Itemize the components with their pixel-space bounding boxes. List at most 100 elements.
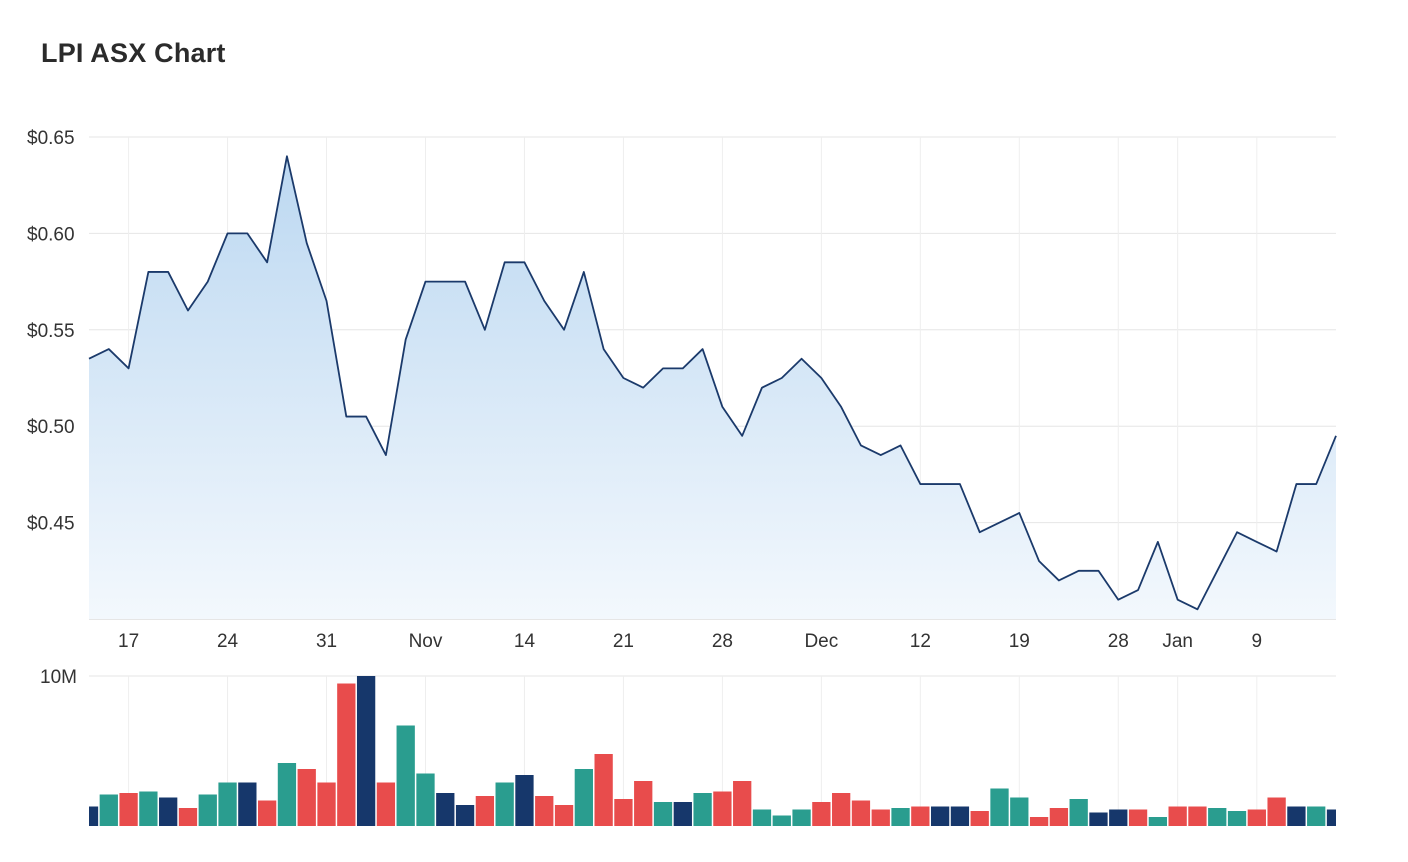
price-point bbox=[581, 269, 587, 275]
volume-bar bbox=[89, 806, 99, 826]
price-tick-label: $0.50 bbox=[27, 417, 75, 438]
volume-bar bbox=[455, 805, 475, 826]
price-axis-labels: $0.65 $0.60 $0.55 $0.50 $0.45 bbox=[27, 128, 75, 535]
volume-bar bbox=[673, 802, 692, 826]
price-point bbox=[383, 452, 389, 458]
volume-bar bbox=[990, 788, 1009, 826]
price-point bbox=[324, 298, 330, 304]
volume-bar bbox=[376, 782, 396, 826]
price-point bbox=[1036, 558, 1042, 564]
volume-bar bbox=[1049, 808, 1069, 826]
volume-bar bbox=[436, 793, 455, 826]
price-area-fill bbox=[89, 156, 1336, 619]
volume-bar bbox=[693, 793, 712, 826]
volume-bar bbox=[495, 782, 514, 826]
price-point bbox=[284, 153, 290, 159]
price-point bbox=[225, 230, 231, 236]
price-point bbox=[403, 336, 409, 342]
volume-bar bbox=[713, 791, 732, 826]
date-tick-label: 12 bbox=[910, 631, 931, 652]
volume-bar bbox=[99, 794, 118, 826]
price-point bbox=[442, 279, 448, 285]
price-point bbox=[759, 385, 765, 391]
date-tick-label: Dec bbox=[804, 631, 838, 652]
volume-bar bbox=[1227, 811, 1247, 826]
volume-bar bbox=[475, 796, 495, 826]
price-point bbox=[541, 298, 547, 304]
volume-bar bbox=[1109, 809, 1128, 826]
price-point bbox=[1214, 568, 1220, 574]
volume-bar bbox=[634, 781, 653, 826]
date-tick-label: 31 bbox=[316, 631, 337, 652]
volume-bar bbox=[297, 769, 316, 826]
date-tick-label: Jan bbox=[1162, 631, 1193, 652]
price-tick-label: $0.55 bbox=[27, 321, 75, 342]
volume-bar bbox=[277, 763, 297, 826]
price-point bbox=[1016, 510, 1022, 516]
volume-bar bbox=[396, 725, 415, 826]
price-point bbox=[858, 442, 864, 448]
volume-bar bbox=[356, 676, 376, 826]
volume-bar bbox=[1307, 806, 1326, 826]
price-point bbox=[462, 279, 468, 285]
volume-axis-labels: 10M bbox=[40, 667, 77, 688]
price-point bbox=[422, 279, 428, 285]
volume-bar bbox=[535, 796, 554, 826]
volume-bar bbox=[911, 806, 930, 826]
price-point bbox=[878, 452, 884, 458]
date-tick-label: Nov bbox=[409, 631, 443, 652]
volume-bar bbox=[139, 791, 158, 826]
volume-bar bbox=[159, 797, 178, 826]
volume-bar bbox=[733, 781, 752, 826]
volume-bar bbox=[792, 809, 811, 826]
price-point bbox=[304, 240, 310, 246]
price-point bbox=[86, 356, 92, 362]
volume-bar bbox=[614, 799, 633, 826]
volume-bar bbox=[752, 809, 772, 826]
date-tick-label: 24 bbox=[217, 631, 239, 652]
volume-bar bbox=[653, 802, 673, 826]
volume-bar bbox=[594, 754, 613, 826]
price-point bbox=[917, 481, 923, 487]
price-point bbox=[1115, 597, 1121, 603]
price-point bbox=[1274, 549, 1280, 555]
volume-bar bbox=[257, 800, 277, 826]
price-point bbox=[264, 259, 270, 265]
price-point bbox=[205, 279, 211, 285]
volume-bar bbox=[1069, 799, 1088, 826]
price-line bbox=[88, 155, 1337, 611]
price-point bbox=[1234, 529, 1240, 535]
price-point bbox=[244, 230, 250, 236]
volume-bar bbox=[950, 806, 970, 826]
price-point bbox=[818, 375, 824, 381]
volume-bars bbox=[89, 676, 1336, 826]
volume-bar bbox=[970, 811, 989, 826]
price-point bbox=[640, 385, 646, 391]
price-point bbox=[739, 433, 745, 439]
volume-bar bbox=[832, 793, 851, 826]
price-point bbox=[1313, 481, 1319, 487]
volume-bar bbox=[851, 800, 871, 826]
price-point bbox=[1333, 433, 1339, 439]
price-tick-label: $0.65 bbox=[27, 128, 75, 149]
volume-bar bbox=[891, 808, 910, 826]
price-point bbox=[977, 529, 983, 535]
price-point bbox=[957, 481, 963, 487]
date-tick-label: 21 bbox=[613, 631, 634, 652]
volume-bar bbox=[416, 773, 435, 826]
price-point bbox=[898, 442, 904, 448]
price-point bbox=[1155, 539, 1161, 545]
volume-tick-label: 10M bbox=[40, 667, 77, 688]
date-tick-label: 19 bbox=[1009, 631, 1030, 652]
price-point bbox=[126, 365, 132, 371]
chart-title: LPI ASX Chart bbox=[41, 38, 226, 68]
price-tick-label: $0.60 bbox=[27, 224, 75, 245]
volume-bar bbox=[812, 802, 831, 826]
volume-bar bbox=[1168, 806, 1187, 826]
price-point bbox=[482, 327, 488, 333]
volume-bar bbox=[515, 775, 534, 826]
price-point bbox=[799, 356, 805, 362]
price-point bbox=[779, 375, 785, 381]
date-axis-labels: 17 24 31 Nov 14 21 28 Dec 12 19 28 Jan 9 bbox=[118, 631, 1262, 652]
